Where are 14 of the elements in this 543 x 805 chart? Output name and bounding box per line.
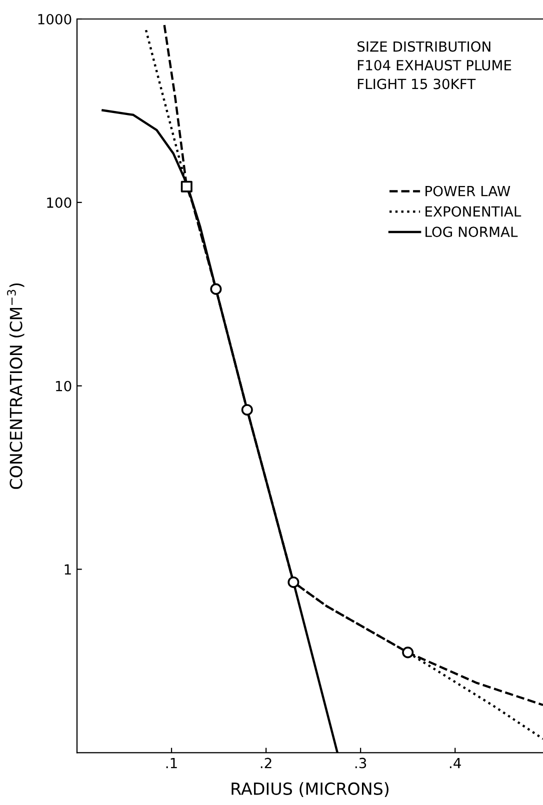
y-tick-label: 1 (64, 564, 71, 575)
x-tick-label: .4 (450, 758, 461, 768)
legend-label: EXPONENTIAL (426, 206, 522, 217)
x-tick-label: .2 (260, 758, 272, 768)
x-tick-label: .1 (166, 758, 177, 768)
y-tick-label: 10 (56, 380, 72, 392)
x-axis-title: RADIUS (MICRONS) (232, 782, 388, 797)
legend-label: POWER LAW (426, 186, 510, 196)
y-axis-title: CONCENTRATION (CM$^{−3}$) (7, 283, 24, 489)
y-tick-label: 100 (47, 197, 72, 208)
legend-label: LOG NORMAL (426, 226, 518, 238)
annotation: SIZE DISTRIBUTION F104 EXHAUST PLUME FLIGHT 15 30KFT (358, 41, 512, 90)
y-tick-label: 1000 (38, 14, 72, 24)
x-tick-label: .3 (355, 758, 366, 768)
